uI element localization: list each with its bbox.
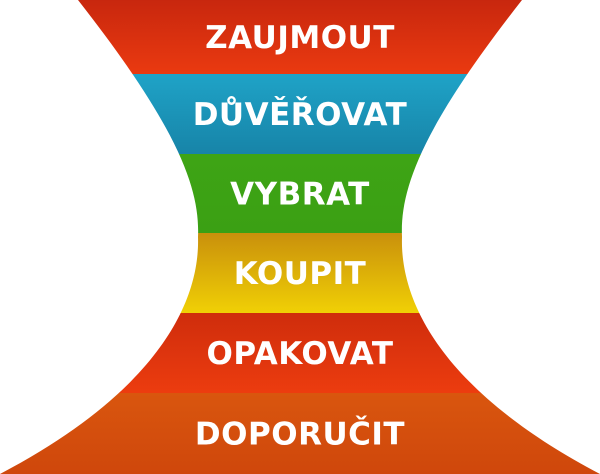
stage-label-6: DOPORUČIT bbox=[195, 416, 405, 453]
stage-label-1: ZAUJMOUT bbox=[205, 20, 395, 56]
stage-label-2: DŮVĚŘOVAT bbox=[193, 96, 408, 133]
stage-label-3: VYBRAT bbox=[230, 177, 370, 213]
funnel-labels: ZAUJMOUT DŮVĚŘOVAT VYBRAT KOUPIT OPAKOVAT DOP… bbox=[193, 20, 408, 453]
stage-label-4: KOUPIT bbox=[234, 256, 367, 292]
stage-label-5: OPAKOVAT bbox=[207, 336, 394, 372]
